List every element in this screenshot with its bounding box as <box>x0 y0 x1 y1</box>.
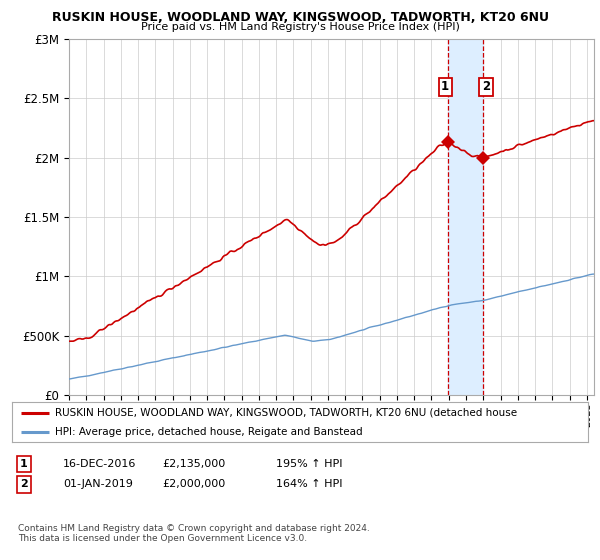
Text: 1: 1 <box>20 459 28 469</box>
Text: 195% ↑ HPI: 195% ↑ HPI <box>276 459 343 469</box>
Text: RUSKIN HOUSE, WOODLAND WAY, KINGSWOOD, TADWORTH, KT20 6NU (detached house: RUSKIN HOUSE, WOODLAND WAY, KINGSWOOD, T… <box>55 408 517 418</box>
Text: RUSKIN HOUSE, WOODLAND WAY, KINGSWOOD, TADWORTH, KT20 6NU: RUSKIN HOUSE, WOODLAND WAY, KINGSWOOD, T… <box>52 11 548 24</box>
Text: 16-DEC-2016: 16-DEC-2016 <box>63 459 136 469</box>
Bar <box>448 39 483 395</box>
Text: Contains HM Land Registry data © Crown copyright and database right 2024.
This d: Contains HM Land Registry data © Crown c… <box>18 524 370 543</box>
Text: 01-JAN-2019: 01-JAN-2019 <box>63 479 133 489</box>
Text: Price paid vs. HM Land Registry's House Price Index (HPI): Price paid vs. HM Land Registry's House … <box>140 22 460 32</box>
Text: 1: 1 <box>441 80 449 93</box>
Text: HPI: Average price, detached house, Reigate and Banstead: HPI: Average price, detached house, Reig… <box>55 427 363 436</box>
Text: £2,000,000: £2,000,000 <box>162 479 225 489</box>
Text: 2: 2 <box>20 479 28 489</box>
Text: 2: 2 <box>482 80 490 93</box>
Text: £2,135,000: £2,135,000 <box>162 459 225 469</box>
Text: 164% ↑ HPI: 164% ↑ HPI <box>276 479 343 489</box>
